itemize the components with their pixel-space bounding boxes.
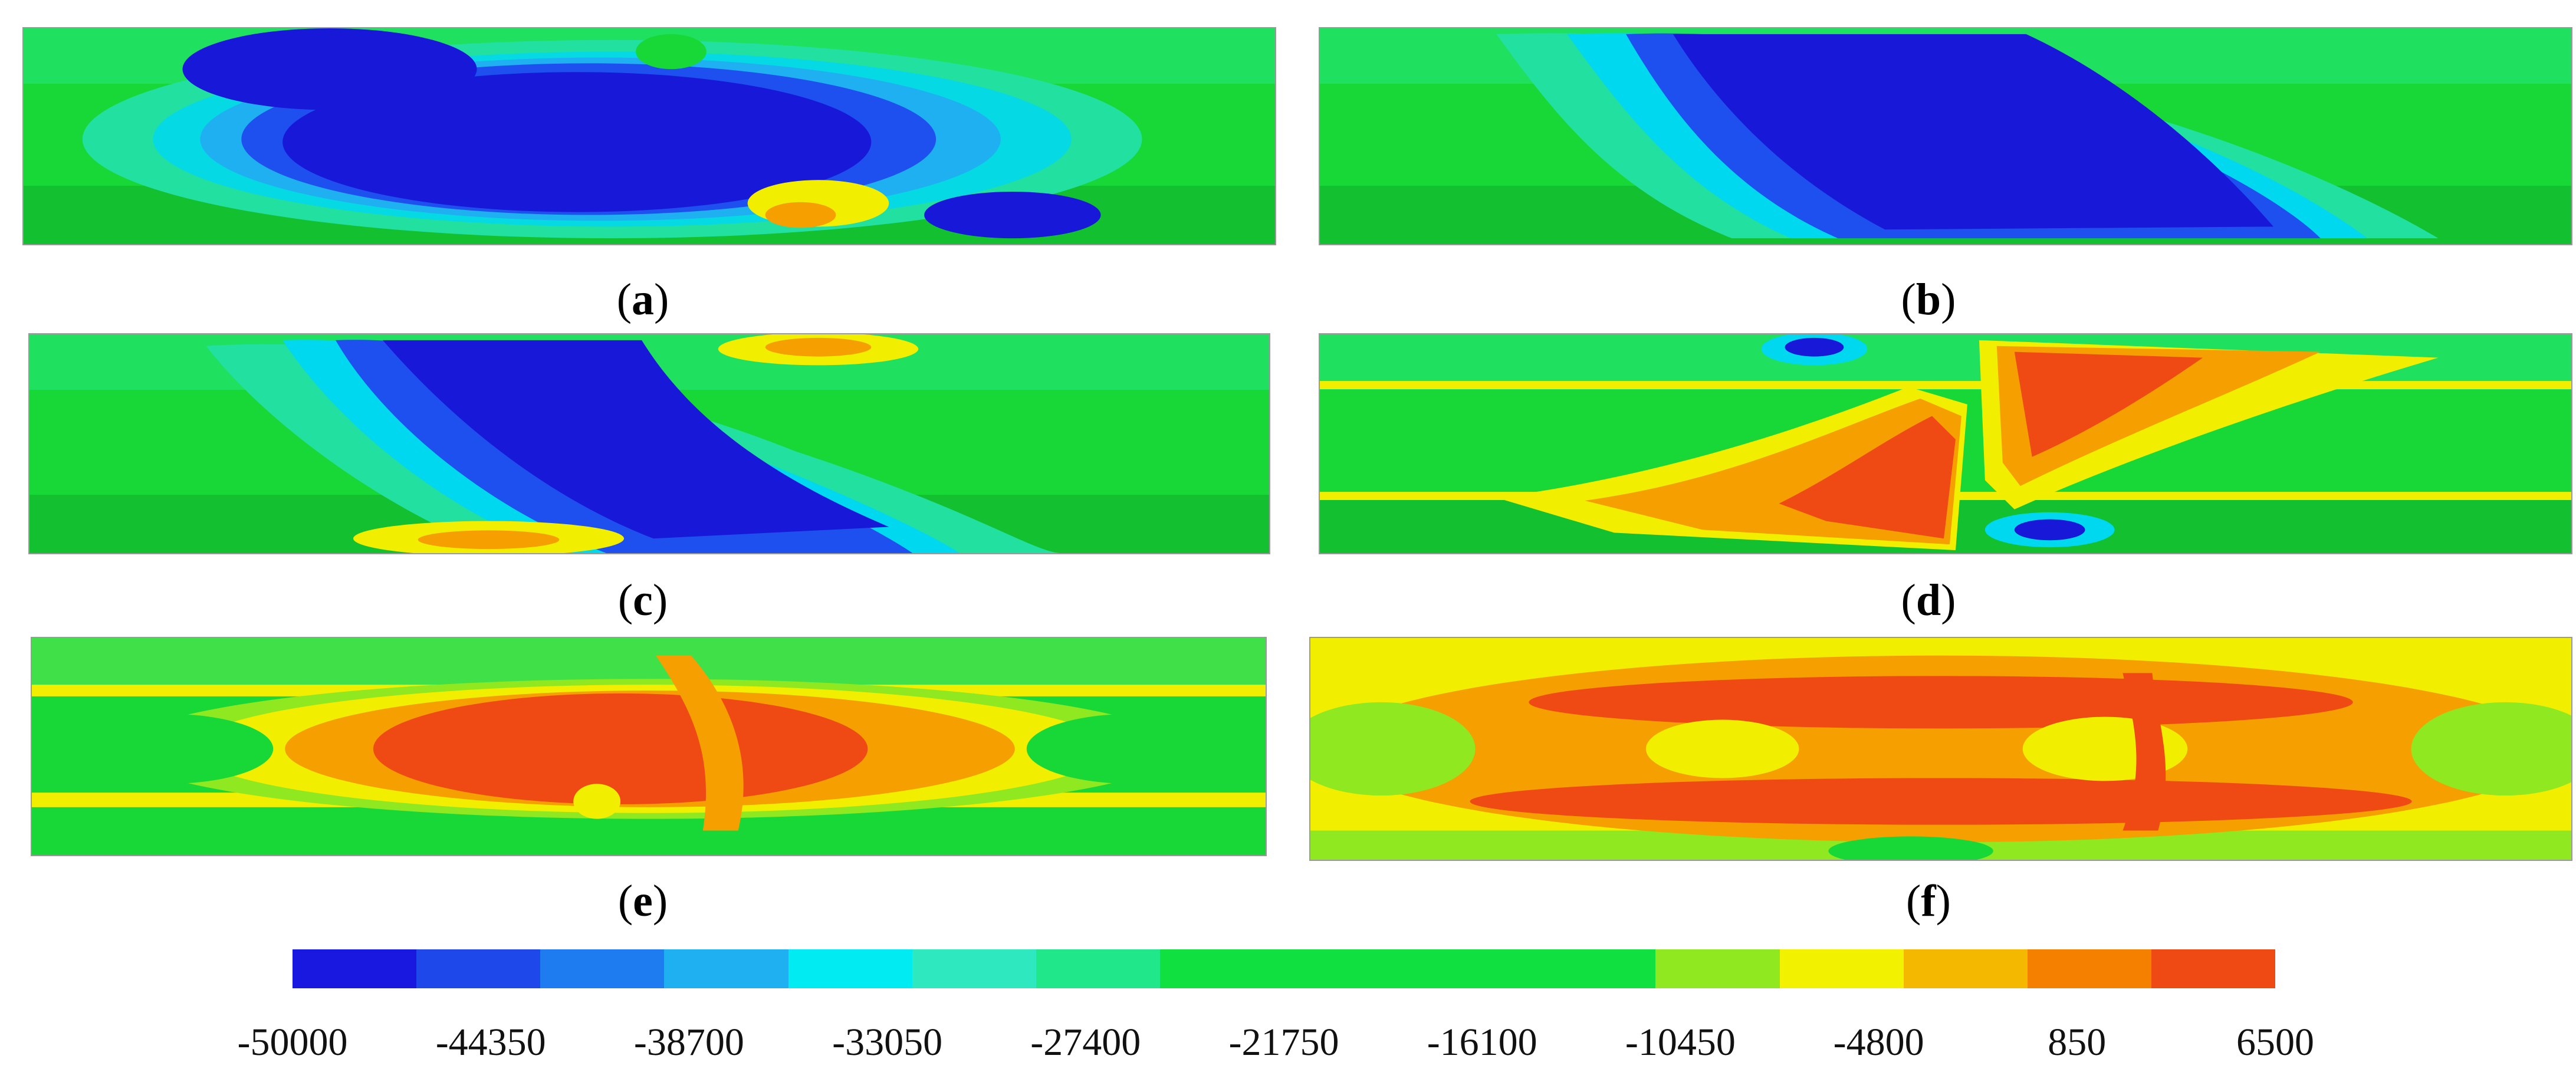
colorbar: [293, 949, 2275, 988]
caption-b: (b): [1901, 275, 1956, 324]
colorbar-segment: [2151, 949, 2275, 988]
colorbar-segment: [1284, 949, 1408, 988]
contour-plot-f: [1310, 638, 2571, 860]
contour-plot-d: [1320, 334, 2571, 553]
contour-panel-b: [1319, 27, 2572, 245]
colorbar-tick-label: -44350: [435, 1021, 546, 1064]
colorbar-segment: [1532, 949, 1656, 988]
caption-d: (d): [1901, 576, 1956, 625]
colorbar-segment: [293, 949, 417, 988]
colorbar-tick-label: -33050: [832, 1021, 943, 1064]
colorbar-segment: [1779, 949, 1904, 988]
colorbar-segment: [1159, 949, 1284, 988]
caption-a: (a): [616, 275, 669, 324]
colorbar-segment: [788, 949, 912, 988]
contour-plot-a: [24, 28, 1275, 244]
colorbar-segment: [1903, 949, 2028, 988]
colorbar-segment: [2027, 949, 2151, 988]
contour-plot-c: [29, 334, 1269, 553]
contour-panel-a: [22, 27, 1276, 245]
caption-c: (c): [617, 576, 668, 625]
colorbar-segment: [1408, 949, 1532, 988]
colorbar-tick-label: -27400: [1030, 1021, 1141, 1064]
colorbar-segment: [912, 949, 1036, 988]
colorbar-tick-label: 6500: [2236, 1021, 2314, 1064]
colorbar-segment: [540, 949, 665, 988]
colorbar-tick-label: -21750: [1228, 1021, 1339, 1064]
colorbar-tick-label: -38700: [633, 1021, 744, 1064]
colorbar-segment: [1036, 949, 1160, 988]
colorbar-segment: [416, 949, 541, 988]
colorbar-tick-label: -4800: [1833, 1021, 1924, 1064]
contour-panel-c: [28, 333, 1270, 554]
contour-plot-b: [1320, 28, 2571, 244]
caption-f: (f): [1906, 876, 1951, 926]
contour-panel-f: [1309, 637, 2572, 861]
contour-panel-d: [1319, 333, 2572, 554]
colorbar-tick-label: -10450: [1625, 1021, 1736, 1064]
caption-e: (e): [617, 876, 668, 926]
colorbar-tick-label: 850: [2048, 1021, 2107, 1064]
colorbar-tick-label: -16100: [1427, 1021, 1537, 1064]
colorbar-segment: [1655, 949, 1780, 988]
contour-panel-e: [31, 637, 1267, 856]
colorbar-segment: [664, 949, 788, 988]
contour-plot-e: [32, 638, 1266, 855]
colorbar-tick-label: -50000: [237, 1021, 348, 1064]
